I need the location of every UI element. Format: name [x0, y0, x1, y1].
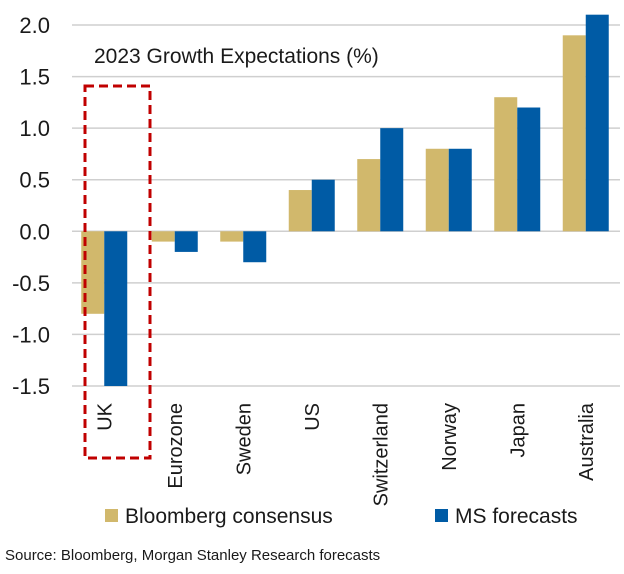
bar-sweden-bloomberg — [220, 231, 244, 242]
bar-eurozone-bloomberg — [151, 231, 175, 242]
legend: Bloomberg consensus MS forecasts — [105, 505, 578, 528]
x-tick-label: Switzerland — [370, 403, 392, 506]
bar-japan-bloomberg — [494, 97, 518, 232]
x-axis-labels: UK Eurozone Sweden US Switzerland Norway Japan… — [94, 402, 598, 506]
legend-label-bloomberg: Bloomberg consensus — [125, 505, 333, 528]
y-axis-ticks: 2.0 1.5 1.0 0.5 0.0 -0.5 -1.0 -1.5 — [12, 13, 50, 399]
x-tick-label: Sweden — [233, 403, 255, 475]
bar-us-ms — [311, 179, 335, 232]
bar-uk-bloomberg — [81, 231, 105, 314]
chart-title: 2023 Growth Expectations (%) — [94, 45, 379, 68]
y-tick-label: 0.0 — [19, 219, 50, 244]
bar-uk-ms — [104, 231, 128, 386]
x-tick-label: US — [302, 403, 324, 431]
y-tick-label: 1.0 — [19, 116, 50, 141]
x-tick-label: Japan — [507, 403, 529, 458]
x-tick-label: Eurozone — [165, 403, 187, 489]
bar-us-bloomberg — [288, 190, 312, 232]
x-tick-label: Australia — [576, 402, 598, 481]
y-tick-label: 0.5 — [19, 168, 50, 193]
uk-highlight-box — [83, 84, 152, 460]
bar-norway-ms — [448, 148, 472, 232]
legend-label-ms: MS forecasts — [455, 505, 578, 528]
y-tick-label: 1.5 — [19, 65, 50, 90]
bar-switzerland-bloomberg — [357, 159, 381, 232]
bar-japan-ms — [517, 107, 541, 232]
y-tick-label: -1.5 — [12, 374, 50, 399]
legend-swatch-bloomberg — [105, 509, 118, 522]
bar-australia-ms — [585, 14, 609, 232]
bar-eurozone-ms — [174, 231, 198, 252]
legend-swatch-ms — [435, 509, 448, 522]
y-tick-label: -1.0 — [12, 322, 50, 347]
x-tick-label: Norway — [439, 403, 461, 471]
bar-australia-bloomberg — [562, 35, 586, 232]
bar-sweden-ms — [243, 231, 267, 263]
bar-norway-bloomberg — [425, 148, 449, 232]
y-tick-label: -0.5 — [12, 271, 50, 296]
bar-switzerland-ms — [380, 128, 404, 232]
x-tick-label: UK — [94, 402, 116, 430]
source-note: Source: Bloomberg, Morgan Stanley Resear… — [5, 547, 380, 564]
bars — [81, 14, 609, 386]
y-tick-label: 2.0 — [19, 13, 50, 38]
